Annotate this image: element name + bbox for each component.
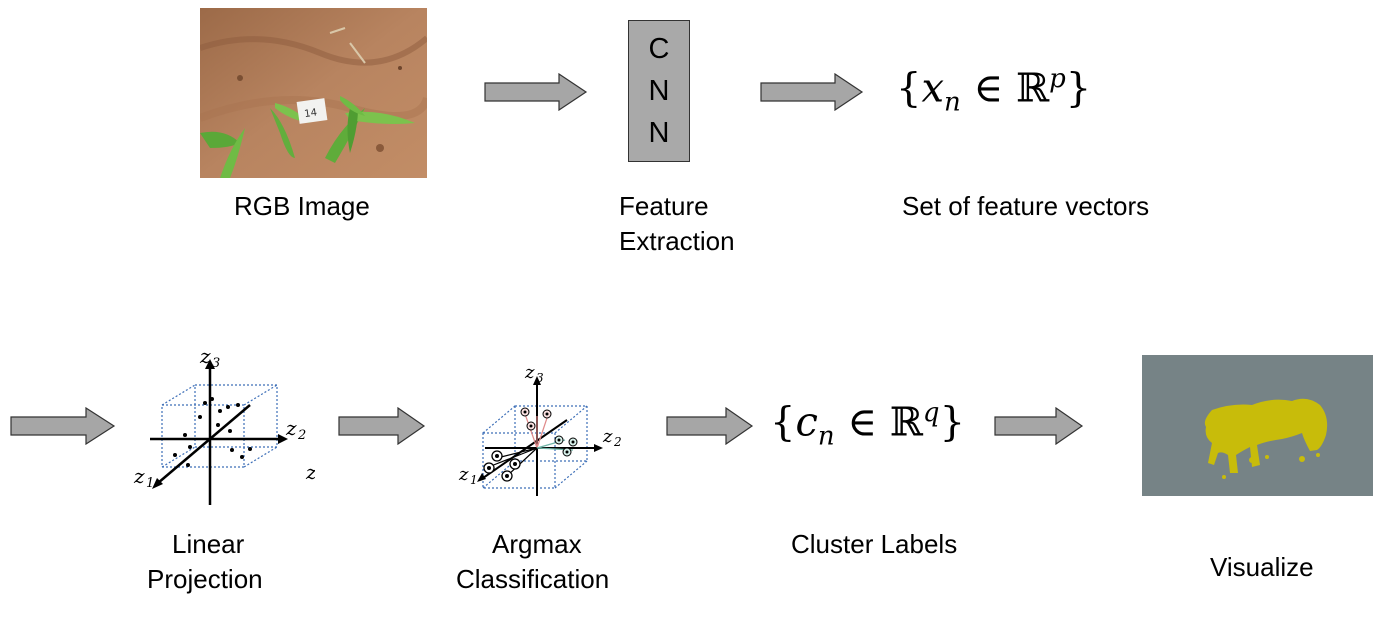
rgb-image: 14 [200,8,427,178]
axis-z1-sub: 1 [146,476,154,491]
axis-z3-label: z [199,345,211,368]
axis-z1-label: z [133,464,145,488]
axis-z3-label: z [524,362,535,383]
axis-z2-sub: 2 [297,428,306,443]
plant-tag: 14 [304,107,318,120]
visualize-image [1142,355,1373,496]
feature-set-label: Set of feature vectors [902,191,1150,221]
rgb-image-label: RGB Image [234,191,370,221]
cluster-labels-label: Cluster Labels [791,529,958,559]
cnn-letter-n1: N [648,75,670,107]
axis-z3-sub: 3 [212,356,220,371]
axis-stray-label: z [305,460,315,484]
axis-z3-sub: 3 [536,371,544,385]
cnn-block: C N N [628,20,690,162]
axis-z1-label: z [458,464,469,485]
arrow-right-icon [994,407,1084,445]
feature-extraction-label-line2: Extraction [619,226,735,256]
axis-z2-label: z [602,426,613,447]
visualize-label: Visualize [1210,552,1314,582]
arrow-right-icon [10,407,116,445]
cnn-letter-n2: N [648,117,670,149]
argmax-classification-plot: z 3 z 2 z 1 [458,362,622,496]
axis-z2-sub: 2 [613,435,622,449]
arrow-right-icon [760,73,864,111]
argmax-label-line2: Classification [456,564,610,594]
cluster-labels-math: {cn ∈ ℝq} [770,398,966,452]
argmax-label-line1: Argmax [492,529,582,559]
axis-z1-sub: 1 [470,473,478,487]
feature-set-math: {xn ∈ ℝp} [896,64,1092,118]
cnn-letter-c: C [648,33,670,65]
linear-projection-label-line1: Linear [172,529,245,559]
feature-extraction-label-line1: Feature [619,191,709,221]
arrow-right-icon [484,73,588,111]
linear-projection-plot: z 3 z 2 z 1 z [133,345,315,505]
linear-projection-label-line2: Projection [147,564,263,594]
arrow-right-icon [666,407,754,445]
arrow-right-icon [338,407,426,445]
axis-z2-label: z [285,416,297,440]
